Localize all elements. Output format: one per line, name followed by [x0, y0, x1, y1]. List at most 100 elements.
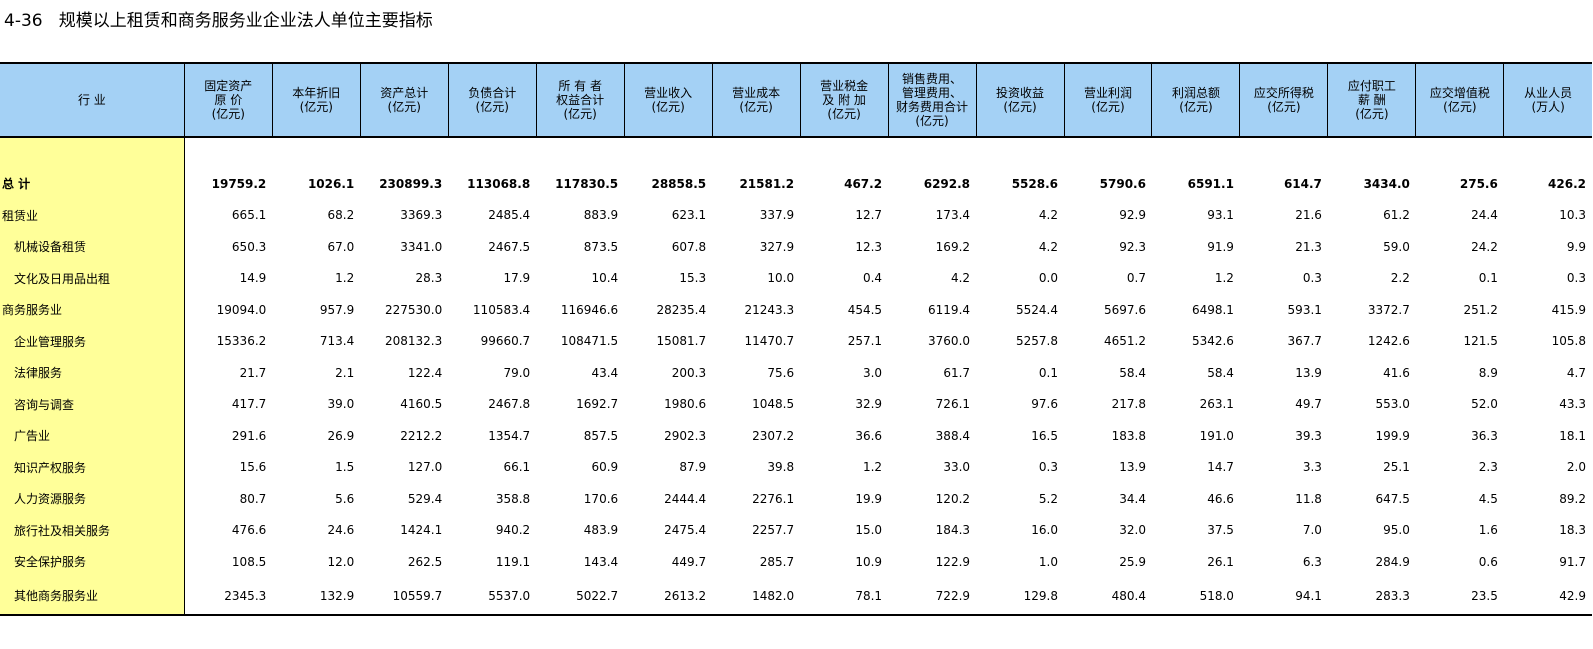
- table-cell: 28858.5: [651, 176, 707, 191]
- table-row: 人力资源服务 80.7 5.6 529.4 358.8 170.6 2444.4 2276.1…: [0, 483, 1592, 515]
- table-cell: 957.9: [319, 302, 355, 317]
- table-cell: 3.3: [1302, 460, 1322, 475]
- table-cell: 2613.2: [624, 577, 713, 616]
- table-cell: 6.3: [1302, 554, 1322, 569]
- table-cell: 4.7: [1566, 365, 1586, 380]
- table-cell: 91.7: [1559, 554, 1586, 569]
- table-cell: 21.3: [1295, 239, 1322, 254]
- table-cell: 37.5: [1207, 523, 1234, 538]
- column-header: 应付职工 薪 酬 (亿元): [1327, 62, 1416, 138]
- column-header: 从业人员 (万人): [1503, 62, 1592, 138]
- table-cell: 113068.8: [467, 176, 531, 191]
- table-cell: 18.3: [1559, 523, 1586, 538]
- table-row: 商务服务业 19094.0 957.9 227530.0 110583.4 116946.…: [0, 294, 1592, 326]
- table-cell: 19.9: [855, 491, 883, 506]
- column-header: 应交所得税 (亿元): [1239, 62, 1328, 138]
- table-row: 广告业 291.6 26.9 2212.2 1354.7 857.5 2902.3 2307.…: [0, 420, 1592, 452]
- column-header: 营业成本 (亿元): [711, 62, 801, 138]
- table-cell: 2467.5: [488, 239, 531, 254]
- table-cell: 2276.1: [752, 491, 795, 506]
- table-cell: 24.4: [1471, 208, 1498, 223]
- table-cell: 291.6: [231, 428, 267, 443]
- table-cell: 122.9: [935, 554, 971, 569]
- table-cell: 52.0: [1471, 397, 1498, 412]
- table-cell: 415.9: [1551, 302, 1586, 317]
- table-cell: 173.4: [935, 208, 971, 223]
- table-cell: 200.3: [671, 365, 707, 380]
- table-cell: 208132.3: [384, 334, 443, 349]
- table-row: 企业管理服务 15336.2 713.4 208132.3 99660.7 108471.…: [0, 325, 1592, 357]
- table-cell: 883.9: [583, 208, 619, 223]
- table-row: 旅行社及相关服务 476.6 24.6 1424.1 940.2 483.9 2475.4 2…: [0, 514, 1592, 546]
- table-cell: 10.0: [767, 271, 795, 286]
- table-cell: 0.6: [1478, 554, 1498, 569]
- table-cell: 17.9: [503, 271, 531, 286]
- table-cell: 2257.7: [752, 523, 795, 538]
- table-cell: 5697.6: [1103, 302, 1146, 317]
- table-cell: 1424.1: [400, 523, 443, 538]
- table-row: 文化及日用品出租 14.9 1.2 28.3 17.9 10.4 15.3 10.0 0.4 4.…: [0, 262, 1592, 294]
- table-cell: 518.0: [1151, 577, 1240, 616]
- table-cell: 78.1: [800, 577, 889, 616]
- table-cell: 169.2: [935, 239, 971, 254]
- table-cell: 67.0: [327, 239, 355, 254]
- table-cell: 12.7: [855, 208, 883, 223]
- table-cell: 191.0: [1199, 428, 1234, 443]
- table-cell: 11.8: [1295, 491, 1322, 506]
- table-cell: 5537.0: [448, 577, 537, 616]
- table-cell: 388.4: [935, 428, 971, 443]
- table-cell: 43.3: [1559, 397, 1586, 412]
- table-cell: 0.1: [1038, 365, 1058, 380]
- table-cell: 23.5: [1415, 577, 1504, 616]
- column-header: 利润总额 (亿元): [1151, 62, 1240, 138]
- table-cell: 0.4: [862, 271, 883, 286]
- table-cell: 66.1: [503, 460, 531, 475]
- table-row: 知识产权服务 15.6 1.5 127.0 66.1 60.9 87.9 39.8 1.2 33.…: [0, 451, 1592, 483]
- table-cell: 483.9: [583, 523, 619, 538]
- table-cell: 5257.8: [1016, 334, 1058, 349]
- table-cell: 2485.4: [488, 208, 531, 223]
- table-cell: 263.1: [1199, 397, 1234, 412]
- table-cell: 143.4: [583, 554, 619, 569]
- table-cell: 2444.4: [664, 491, 707, 506]
- table-cell: 43.4: [591, 365, 619, 380]
- table-cell: 857.5: [583, 428, 619, 443]
- table-cell: 284.9: [1375, 554, 1410, 569]
- table-cell: 251.2: [1463, 302, 1498, 317]
- column-header: 本年折旧 (亿元): [271, 62, 361, 138]
- row-label: 其他商务服务业: [0, 577, 185, 616]
- table-cell: 32.9: [855, 397, 883, 412]
- table-cell: 7.0: [1302, 523, 1322, 538]
- column-header: 营业收入 (亿元): [623, 62, 713, 138]
- table-cell: 119.1: [495, 554, 531, 569]
- table-cell: 13.9: [1295, 365, 1322, 380]
- table-cell: 87.9: [679, 460, 707, 475]
- row-label: 安全保护服务: [0, 546, 185, 578]
- table-cell: 0.7: [1126, 271, 1146, 286]
- table-cell: 2475.4: [664, 523, 707, 538]
- table-cell: 285.7: [759, 554, 795, 569]
- column-header: 资产总计 (亿元): [359, 62, 449, 138]
- table-cell: 5.2: [1038, 491, 1058, 506]
- table-cell: 26.9: [327, 428, 355, 443]
- table-cell: 1242.6: [1367, 334, 1410, 349]
- data-table: 行 业 固定资产 原 价 (亿元) 本年折旧 (亿元) 资产总计 (亿元) 负债…: [0, 62, 1592, 616]
- table-cell: 10.4: [591, 271, 619, 286]
- table-cell: 80.7: [239, 491, 267, 506]
- row-label: 广告业: [0, 420, 185, 452]
- column-header: 营业税金 及 附 加 (亿元): [799, 62, 889, 138]
- table-cell: 75.6: [767, 365, 795, 380]
- table-cell: 12.3: [855, 239, 883, 254]
- row-label: 文化及日用品出租: [0, 262, 185, 294]
- table-cell: 13.9: [1119, 460, 1146, 475]
- table-cell: 0.3: [1566, 271, 1586, 286]
- row-label: 商务服务业: [0, 294, 185, 326]
- table-cell: 170.6: [583, 491, 619, 506]
- table-cell: 36.6: [855, 428, 883, 443]
- row-label: 知识产权服务: [0, 451, 185, 483]
- row-label: 人力资源服务: [0, 483, 185, 515]
- table-cell: 553.0: [1375, 397, 1410, 412]
- table-cell: 10.9: [855, 554, 883, 569]
- row-label: 租赁业: [0, 199, 185, 231]
- table-cell: 337.9: [759, 208, 795, 223]
